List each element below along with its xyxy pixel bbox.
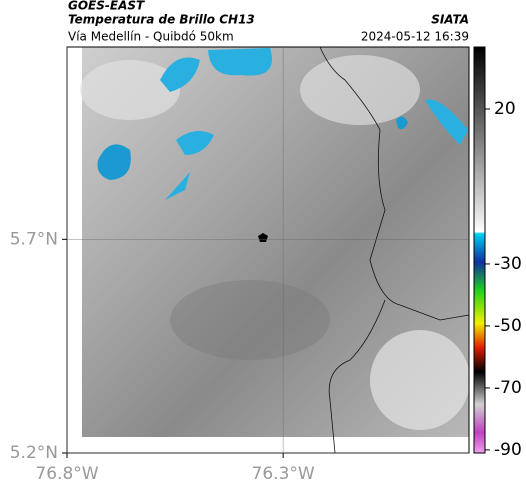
colorbar-tick-label: -90 bbox=[494, 440, 522, 460]
x-tick-label: 76.8°W bbox=[35, 464, 98, 484]
subtitle: Vía Medellín - Quibdó 50km bbox=[68, 30, 234, 44]
colorbar-tick-label: -50 bbox=[494, 316, 522, 336]
x-tick-label: 76.3°W bbox=[252, 464, 315, 484]
colorbar-tick-label: -30 bbox=[494, 254, 522, 274]
y-tick-label: 5.7°N bbox=[10, 229, 58, 249]
colorbar bbox=[473, 46, 486, 454]
satellite: GOES-EAST bbox=[68, 0, 145, 13]
map-image bbox=[80, 46, 470, 454]
datetime: 2024-05-12 16:39 bbox=[361, 30, 469, 44]
title: Temperatura de Brillo CH13 bbox=[68, 13, 255, 27]
axes: 76.8°W 76.3°W 5.7°N 5.2°N 20 -30 -50 -70 -90 bbox=[10, 47, 522, 484]
location-marker bbox=[258, 233, 268, 242]
y-tick-label: 5.2°N bbox=[10, 443, 58, 463]
colorbar-tick-label: -70 bbox=[494, 378, 522, 398]
source: SIATA bbox=[431, 13, 469, 27]
colorbar-tick-label: 20 bbox=[494, 99, 516, 119]
